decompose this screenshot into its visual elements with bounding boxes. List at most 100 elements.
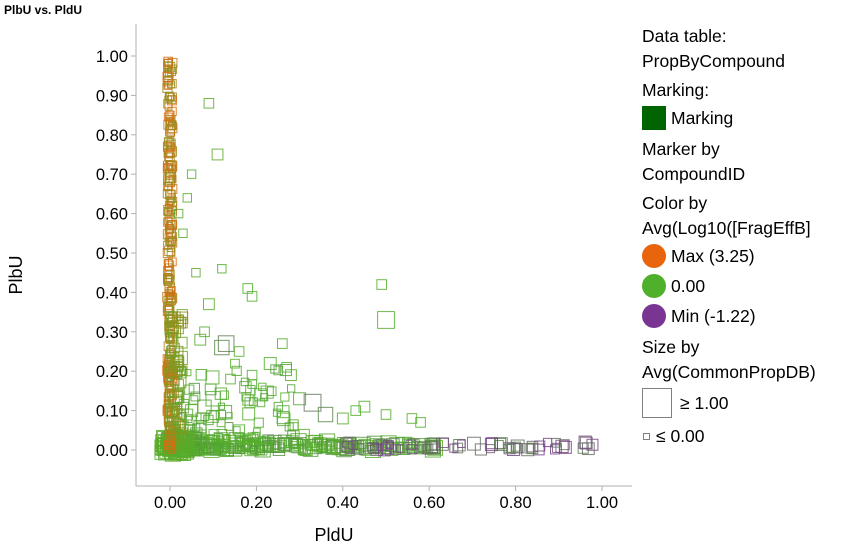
background-point — [194, 436, 207, 448]
data-point — [406, 413, 418, 424]
background-point — [277, 412, 291, 427]
background-point — [165, 92, 175, 102]
background-point — [270, 364, 280, 374]
scatter-plot[interactable]: 0.00 0.10 0.20 0.30 0.40 0.50 0.60 0.70 0.80 0.90… — [0, 0, 640, 549]
legend-panel: Data table: PropByCompound Marking: Mark… — [642, 24, 864, 455]
background-point — [407, 438, 418, 449]
background-point — [167, 365, 178, 376]
data-point — [380, 409, 392, 420]
background-point — [218, 404, 233, 419]
y-tick-label: 0.30 — [96, 324, 128, 342]
legend-size-min: ≤ 0.00 — [642, 421, 864, 451]
background-point — [453, 438, 466, 452]
background-point — [266, 440, 279, 453]
background-point — [163, 440, 174, 450]
background-point — [165, 311, 178, 325]
background-point — [370, 443, 384, 456]
legend-marking-text: Marking — [671, 107, 734, 128]
legend-size-by-value[interactable]: Avg(CommonPropDB) — [642, 362, 816, 382]
background-point — [273, 401, 284, 412]
y-tick-label: 0.80 — [96, 127, 128, 145]
x-tick-label: 0.40 — [327, 494, 359, 512]
background-point — [230, 358, 240, 369]
data-point — [217, 335, 235, 352]
legend-data-table-label: Data table: — [642, 26, 727, 46]
data-point — [281, 361, 292, 373]
background-point — [467, 436, 481, 451]
background-point — [164, 260, 175, 271]
data-point — [377, 311, 395, 329]
background-point — [555, 439, 569, 453]
data-point — [186, 169, 197, 179]
background-point — [382, 440, 393, 451]
legend-color-max-text: Max (3.25) — [671, 245, 755, 266]
legend-color-by-value[interactable]: Avg(Log10([FragEffB] — [642, 218, 811, 238]
background-point — [407, 444, 418, 455]
background-point — [166, 292, 178, 304]
background-point — [175, 336, 188, 349]
background-point — [196, 445, 205, 454]
legend-data-table-value[interactable]: PropByCompound — [642, 51, 785, 71]
background-point — [298, 445, 308, 455]
data-point — [358, 400, 371, 413]
data-point — [233, 424, 246, 437]
color-max-swatch — [642, 244, 666, 268]
x-tick-label: 0.00 — [154, 494, 186, 512]
legend-size-by: Size by Avg(CommonPropDB) ≥ 1.00 ≤ 0.00 — [642, 335, 864, 451]
color-mid-swatch — [642, 274, 666, 298]
data-point — [202, 298, 215, 311]
background-point — [266, 386, 277, 397]
background-point — [195, 368, 208, 381]
background-point — [258, 382, 267, 391]
legend-color-mid: 0.00 — [642, 271, 864, 301]
background-point — [164, 275, 175, 286]
color-min-swatch — [642, 304, 666, 328]
x-axis-label: PldU — [314, 525, 353, 545]
legend-color-min-text: Min (-1.22) — [671, 305, 756, 326]
background-point — [484, 437, 499, 452]
background-point — [438, 437, 450, 448]
background-point — [298, 428, 310, 441]
background-point — [474, 443, 487, 456]
background-point — [219, 390, 229, 400]
background-point — [429, 443, 441, 455]
legend-color-by-label: Color by — [642, 193, 708, 213]
background-point — [341, 441, 354, 453]
y-tick-label: 0.50 — [96, 245, 128, 263]
marking-swatch — [642, 106, 666, 130]
background-point — [422, 443, 434, 455]
data-point — [285, 369, 297, 382]
data-point — [303, 393, 322, 412]
background-point — [242, 394, 254, 406]
background-point — [203, 414, 214, 426]
data-points — [173, 97, 426, 440]
background-point — [164, 437, 179, 452]
background-point — [551, 437, 561, 448]
background-point — [418, 440, 430, 453]
background-point — [357, 440, 367, 450]
background-point — [168, 396, 183, 410]
data-point — [233, 346, 245, 357]
legend-marking-label: Marking: — [642, 80, 710, 100]
background-point — [166, 196, 175, 205]
background-point — [164, 102, 173, 111]
background-point — [162, 72, 173, 82]
legend-marker-by-value[interactable]: CompoundID — [642, 164, 746, 184]
y-tick-label: 0.00 — [96, 442, 128, 460]
background-point — [578, 435, 592, 449]
legend-marker-by: Marker by CompoundID — [642, 137, 864, 187]
background-point — [190, 427, 203, 440]
data-point — [203, 97, 215, 109]
legend-marking-item[interactable]: Marking — [642, 103, 864, 133]
background-point — [167, 80, 175, 89]
x-tick-label: 0.80 — [500, 494, 532, 512]
background-point — [173, 350, 188, 365]
background-point — [425, 441, 439, 454]
x-tick-label: 0.20 — [240, 494, 272, 512]
background-point — [165, 384, 179, 398]
background-point — [242, 407, 256, 421]
background-point — [255, 445, 266, 455]
background-point — [342, 437, 353, 448]
axes: 0.00 0.10 0.20 0.30 0.40 0.50 0.60 0.70 0.80 0.90… — [96, 24, 632, 512]
data-point — [173, 208, 184, 219]
